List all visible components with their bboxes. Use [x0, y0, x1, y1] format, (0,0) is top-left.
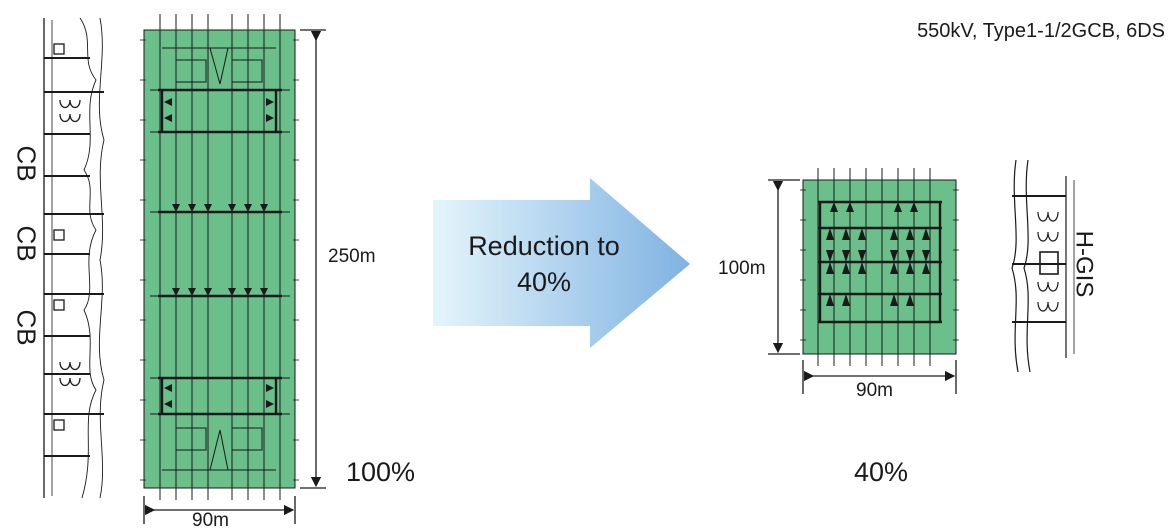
hgis-dimensions — [768, 179, 957, 394]
spec-label: 550kV, Type1-1/2GCB, 6DS — [917, 20, 1165, 42]
reduction-line-1: Reduction to — [468, 231, 620, 261]
hgis-width-label: 90m — [856, 380, 893, 401]
hgis-plan-view — [800, 168, 959, 366]
conventional-percent-label: 100% — [346, 457, 416, 487]
conventional-width-label: 90m — [192, 510, 229, 531]
conventional-plan-view — [140, 14, 299, 500]
conventional-side-view — [43, 17, 105, 499]
hgis-percent-label: 40% — [854, 457, 909, 487]
cb-label-3: CB — [11, 309, 42, 346]
conventional-height-label: 250m — [328, 246, 376, 267]
hgis-side-label: H-GIS — [1070, 230, 1098, 298]
cb-label-1: CB — [11, 145, 42, 182]
reduction-arrow-shape — [433, 178, 690, 348]
cb-label-2: CB — [11, 225, 42, 262]
conventional-dimensions — [143, 29, 326, 524]
reduction-arrow-label: Reduction to 40% — [428, 228, 660, 300]
hgis-side-view — [1011, 159, 1075, 373]
hgis-height-label: 100m — [718, 258, 766, 279]
reduction-line-2: 40% — [516, 267, 572, 297]
